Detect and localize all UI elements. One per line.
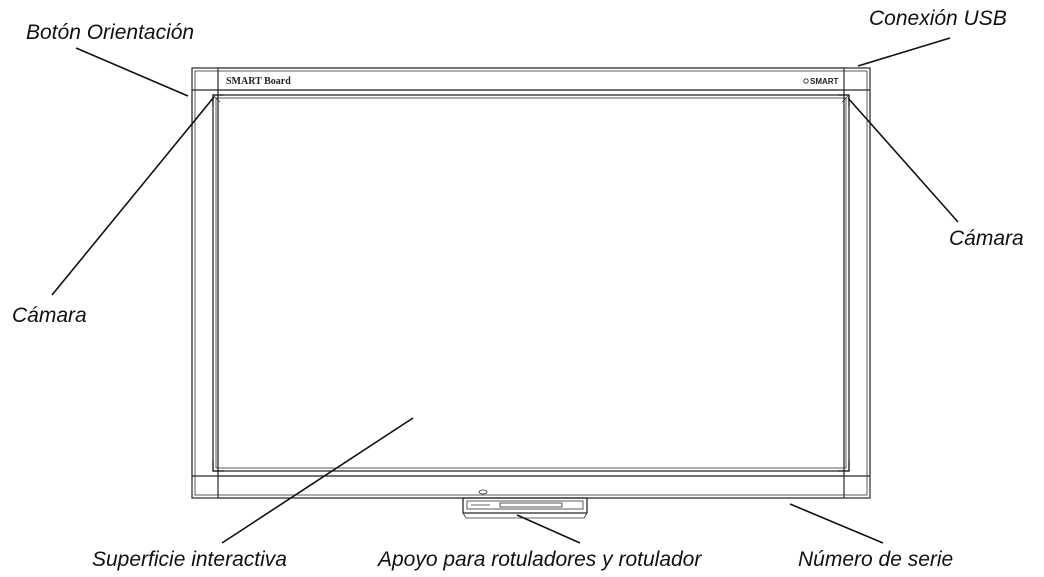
- leader-lines: [51, 37, 959, 544]
- brand-logo-right: SMART: [803, 77, 839, 86]
- board-outer-frame: [191, 67, 871, 499]
- corner-cap-top-left: [191, 67, 219, 91]
- label-usb-connection: Conexión USB: [869, 7, 1007, 30]
- corner-cap-bottom-left: [191, 475, 219, 499]
- camera-top-right: [838, 94, 850, 106]
- label-interactive-surface: Superficie interactiva: [92, 548, 287, 571]
- leader-usb-connection: [857, 37, 951, 67]
- pen-marker: [499, 502, 563, 508]
- board-frame-inner-edge: [194, 70, 868, 496]
- leader-orientation-button: [75, 47, 189, 97]
- svg-text:SMART: SMART: [810, 77, 839, 86]
- camera-bottom-right: [838, 460, 850, 472]
- leader-interactive-surface: [221, 417, 414, 544]
- leader-camera-left: [51, 96, 215, 296]
- label-serial-number: Número de serie: [798, 548, 953, 571]
- camera-top-left: [212, 94, 224, 106]
- brand-logo-left: SMART Board: [226, 76, 291, 87]
- interactive-surface: [212, 94, 850, 472]
- label-camera-left: Cámara: [12, 304, 87, 327]
- label-camera-right: Cámara: [949, 227, 1024, 250]
- corner-cap-bottom-right: [843, 475, 871, 499]
- label-pen-tray: Apoyo para rotuladores y rotulador: [376, 548, 702, 571]
- pen-tray: [462, 497, 588, 519]
- corner-cap-top-right: [843, 67, 871, 91]
- leader-pen-tray: [516, 514, 581, 544]
- leader-serial-number: [789, 503, 884, 544]
- callout-labels: Botón Orientación Conexión USB Cámara Cá…: [12, 7, 1024, 571]
- leader-camera-right: [847, 97, 959, 223]
- label-orientation-button: Botón Orientación: [26, 21, 194, 44]
- camera-bottom-left: [212, 460, 224, 472]
- tray-indicator: [478, 489, 488, 495]
- smart-board: SMART Board SMART: [191, 67, 871, 519]
- interactive-surface-bezel: [215, 97, 847, 469]
